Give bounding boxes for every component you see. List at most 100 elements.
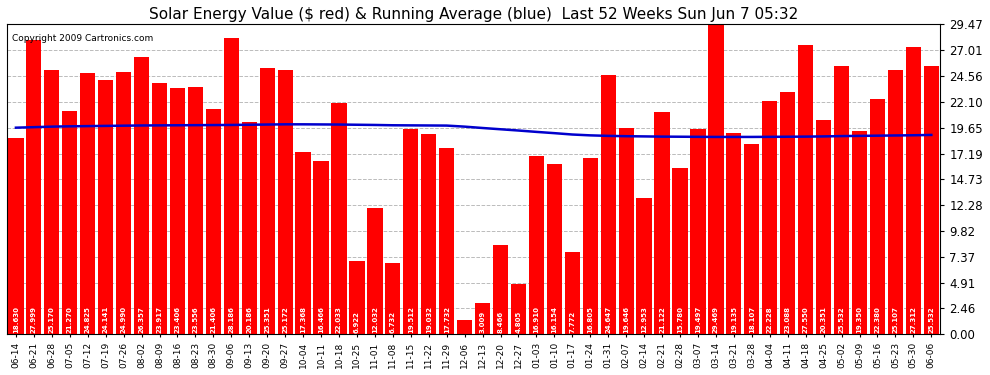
Bar bbox=[475, 303, 490, 334]
Bar bbox=[654, 112, 669, 334]
Bar bbox=[888, 70, 903, 334]
Text: 19.135: 19.135 bbox=[731, 306, 737, 333]
Bar bbox=[421, 134, 437, 334]
Text: 25.532: 25.532 bbox=[929, 306, 935, 333]
Text: 24.990: 24.990 bbox=[121, 306, 127, 333]
Text: 27.999: 27.999 bbox=[31, 306, 37, 333]
Text: 25.170: 25.170 bbox=[49, 306, 54, 333]
Text: 19.512: 19.512 bbox=[408, 306, 414, 333]
Text: 29.469: 29.469 bbox=[713, 306, 719, 333]
Bar bbox=[583, 158, 598, 334]
Text: 4.805: 4.805 bbox=[516, 310, 522, 333]
Text: 6.922: 6.922 bbox=[354, 311, 360, 333]
Bar bbox=[851, 131, 867, 334]
Bar bbox=[727, 133, 742, 334]
Text: 6.732: 6.732 bbox=[390, 310, 396, 333]
Text: 23.406: 23.406 bbox=[174, 306, 180, 333]
Text: Copyright 2009 Cartronics.com: Copyright 2009 Cartronics.com bbox=[12, 34, 152, 43]
Text: 21.406: 21.406 bbox=[210, 306, 217, 333]
Bar bbox=[816, 120, 832, 334]
Text: 22.380: 22.380 bbox=[874, 306, 880, 333]
Bar bbox=[170, 88, 185, 334]
Bar bbox=[62, 111, 77, 334]
Bar bbox=[780, 92, 795, 334]
Text: 21.270: 21.270 bbox=[66, 306, 72, 333]
Bar bbox=[116, 72, 132, 334]
Bar bbox=[564, 252, 580, 334]
Text: 20.186: 20.186 bbox=[247, 306, 252, 333]
Bar bbox=[601, 75, 616, 334]
Bar bbox=[906, 47, 921, 334]
Bar bbox=[314, 161, 329, 334]
Text: 7.772: 7.772 bbox=[569, 310, 575, 333]
Text: 12.953: 12.953 bbox=[642, 306, 647, 333]
Title: Solar Energy Value ($ red) & Running Average (blue)  Last 52 Weeks Sun Jun 7 05:: Solar Energy Value ($ red) & Running Ave… bbox=[148, 7, 798, 22]
Text: 16.910: 16.910 bbox=[534, 306, 540, 333]
Text: 19.497: 19.497 bbox=[695, 305, 701, 333]
Bar bbox=[27, 40, 42, 334]
Bar bbox=[546, 164, 562, 334]
Text: 26.357: 26.357 bbox=[139, 306, 145, 333]
Text: 20.351: 20.351 bbox=[821, 306, 827, 333]
Bar bbox=[98, 81, 113, 334]
Text: 24.825: 24.825 bbox=[85, 306, 91, 333]
Bar bbox=[870, 99, 885, 334]
Bar bbox=[457, 320, 472, 334]
Bar bbox=[690, 129, 706, 334]
Text: 25.172: 25.172 bbox=[282, 306, 288, 333]
Bar bbox=[188, 87, 203, 334]
Text: 23.917: 23.917 bbox=[156, 306, 162, 333]
Bar bbox=[403, 129, 419, 334]
Bar bbox=[924, 66, 939, 334]
Text: 27.550: 27.550 bbox=[803, 306, 809, 333]
Bar bbox=[798, 45, 814, 334]
Text: 19.032: 19.032 bbox=[426, 306, 432, 333]
Text: 24.141: 24.141 bbox=[103, 305, 109, 333]
Text: 25.351: 25.351 bbox=[264, 306, 270, 333]
Bar bbox=[672, 168, 688, 334]
Bar bbox=[708, 24, 724, 334]
Bar bbox=[511, 284, 526, 334]
Bar bbox=[277, 70, 293, 334]
Bar bbox=[224, 38, 239, 334]
Text: 28.186: 28.186 bbox=[229, 306, 235, 333]
Text: 23.556: 23.556 bbox=[192, 306, 198, 333]
Text: 19.646: 19.646 bbox=[623, 306, 630, 333]
Bar bbox=[367, 208, 382, 334]
Bar bbox=[45, 70, 59, 334]
Text: 19.350: 19.350 bbox=[856, 306, 862, 333]
Text: 23.088: 23.088 bbox=[785, 306, 791, 333]
Bar bbox=[151, 83, 167, 334]
Text: 3.009: 3.009 bbox=[479, 310, 485, 333]
Bar bbox=[385, 263, 401, 334]
Bar bbox=[834, 66, 849, 334]
Bar bbox=[439, 148, 454, 334]
Text: 25.107: 25.107 bbox=[892, 306, 898, 333]
Text: 12.032: 12.032 bbox=[372, 306, 378, 333]
Text: 17.368: 17.368 bbox=[300, 306, 306, 333]
Bar bbox=[80, 73, 95, 334]
Text: 16.154: 16.154 bbox=[551, 306, 557, 333]
Text: 24.647: 24.647 bbox=[605, 306, 611, 333]
Bar bbox=[493, 245, 508, 334]
Text: 16.805: 16.805 bbox=[587, 306, 593, 333]
Bar bbox=[762, 100, 777, 334]
Text: 16.466: 16.466 bbox=[318, 306, 324, 333]
Bar bbox=[349, 261, 364, 334]
Text: 18.630: 18.630 bbox=[13, 306, 19, 333]
Text: 22.228: 22.228 bbox=[767, 306, 773, 333]
Bar bbox=[206, 109, 221, 334]
Bar bbox=[134, 57, 149, 334]
Text: 27.312: 27.312 bbox=[911, 306, 917, 333]
Text: 15.780: 15.780 bbox=[677, 306, 683, 333]
Text: 18.107: 18.107 bbox=[748, 306, 754, 333]
Bar bbox=[637, 198, 651, 334]
Bar bbox=[332, 103, 346, 334]
Bar bbox=[242, 122, 256, 334]
Bar bbox=[259, 68, 275, 334]
Text: 17.732: 17.732 bbox=[444, 306, 449, 333]
Bar bbox=[529, 156, 545, 334]
Bar bbox=[8, 138, 24, 334]
Text: 22.033: 22.033 bbox=[336, 306, 342, 333]
Text: 8.466: 8.466 bbox=[498, 310, 504, 333]
